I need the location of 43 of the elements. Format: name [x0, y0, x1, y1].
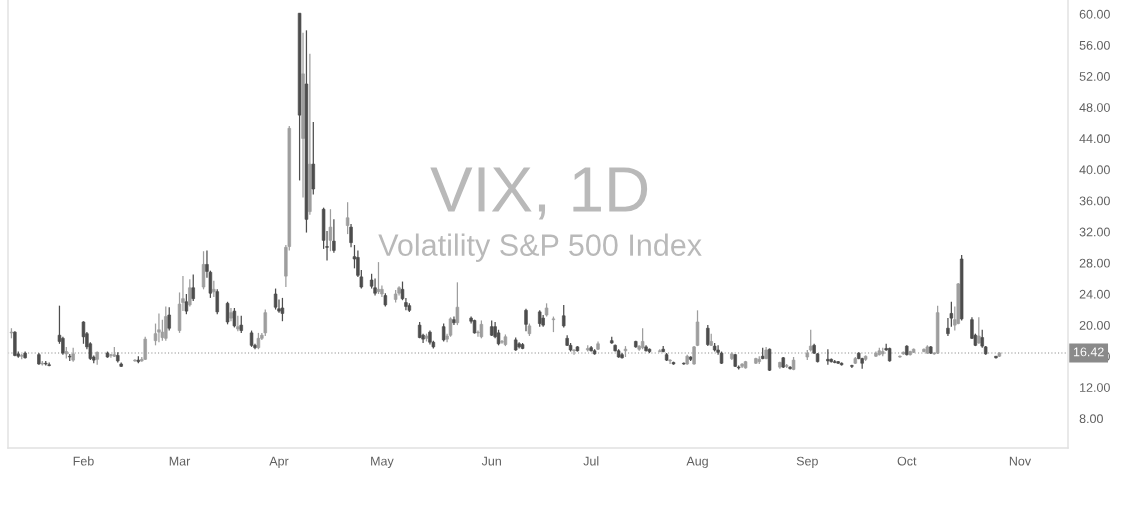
x-tick-label: Jul: [583, 456, 599, 466]
candlestick: [188, 278, 192, 308]
x-tick-label: Oct: [897, 456, 917, 466]
y-tick-label: 20.00: [1079, 320, 1110, 330]
candlestick: [273, 287, 278, 311]
text: VIX, 1D: [430, 167, 648, 220]
y-tick-label: 52.00: [1079, 72, 1110, 81]
candlestick: [280, 297, 285, 322]
y-tick-label: 44.00: [1079, 134, 1110, 144]
y-tick-label: 40.00: [1079, 165, 1110, 175]
candlestick: [376, 261, 381, 295]
candlestick: [373, 277, 377, 297]
candlestick: [184, 293, 189, 315]
candlestick: [572, 348, 576, 356]
x-tick-label: Mar: [169, 456, 191, 466]
candlestick: [191, 273, 195, 302]
x-tick-label: Nov: [1009, 456, 1032, 466]
x-tick-label: Apr: [269, 456, 289, 468]
candlestick: [946, 317, 950, 337]
x-tick-label: May: [371, 456, 394, 468]
y-tick-label: 32.00: [1079, 227, 1110, 237]
y-tick-label: 48.00: [1079, 103, 1110, 112]
y-tick-label: 60.00: [1079, 9, 1110, 19]
candlestick: [201, 250, 206, 290]
candlestick: [215, 288, 219, 315]
x-tick-label: Feb: [73, 456, 94, 466]
x-tick-label: Sep: [796, 456, 818, 468]
candlestick: [977, 316, 981, 345]
candlestick: [263, 308, 267, 337]
candlestick: [524, 308, 528, 332]
candlestick: [349, 223, 353, 248]
candlestick: [332, 218, 336, 254]
y-tick-label: 28.00: [1079, 258, 1110, 268]
text: Volatility S&P 500 Index: [378, 233, 702, 262]
y-tick-label: 36.00: [1079, 196, 1110, 206]
y-tick-label: 56.00: [1079, 40, 1110, 50]
x-tick-label: Jun: [481, 456, 501, 466]
x-tick-label: Aug: [686, 456, 708, 468]
y-tick-label: 24.00: [1079, 289, 1110, 299]
ref-line-label: 16.42: [1073, 347, 1104, 357]
y-tick-label: 8.00: [1079, 414, 1103, 424]
y-tick-label: 12.00: [1080, 383, 1110, 392]
candlestick: [345, 201, 350, 235]
